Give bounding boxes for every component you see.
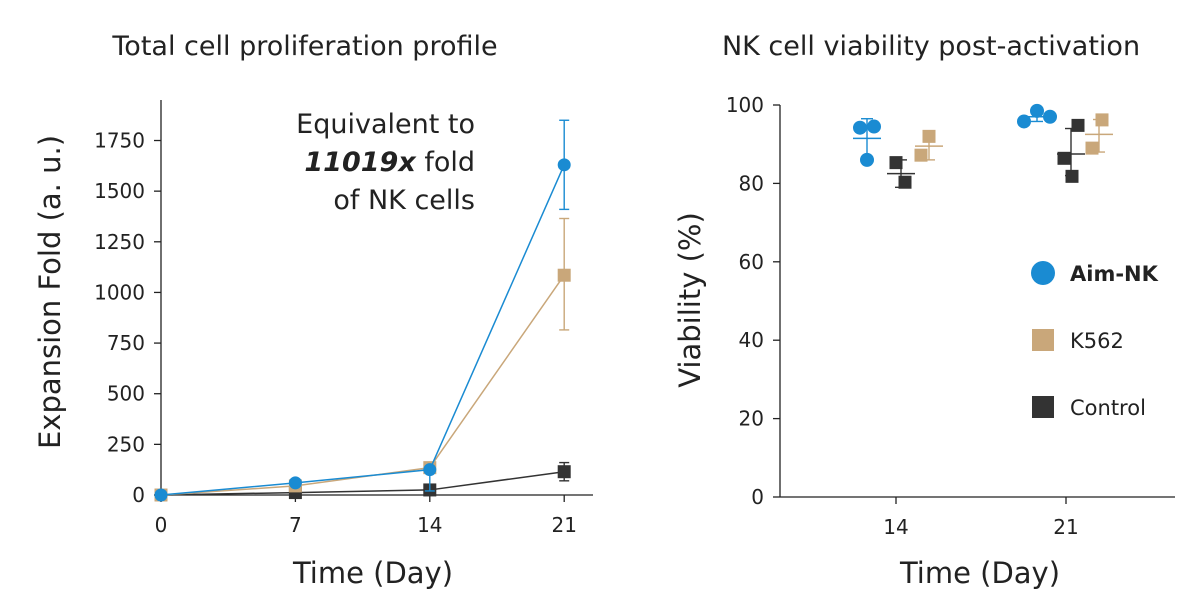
legend-aim-nk-marker: [1031, 261, 1055, 285]
right-y-tick-label: 80: [739, 171, 764, 195]
right-plot-area: 0 20 40 60 80 100 14 21: [726, 93, 1175, 539]
legend-k562-label: K562: [1070, 329, 1124, 353]
data-point-aim-nk: [860, 152, 874, 167]
data-point-aim-nk: [557, 158, 571, 172]
series-line-k562: [160, 274, 565, 496]
annotation-line-3: of NK cells: [333, 185, 475, 216]
legend: Aim-NK K562 Control: [1031, 261, 1159, 420]
data-point-k562: [1095, 113, 1109, 127]
data-point-control: [1065, 169, 1079, 183]
left-plot-area: 0 250 500 750 1000 1250 1500 1750 0 7 14 21: [94, 100, 593, 537]
left-x-tick-label: 7: [289, 513, 302, 537]
right-x-tick-label: 21: [1053, 515, 1078, 539]
data-point-aim-nk: [423, 463, 437, 477]
right-y-tick-label: 60: [739, 250, 764, 274]
data-point-control: [898, 175, 912, 189]
legend-aim-nk-label: Aim-NK: [1070, 262, 1159, 286]
left-y-tick-label: 500: [107, 382, 145, 406]
left-x-axis-label: Time (Day): [292, 556, 453, 590]
left-x-tick-label: 0: [155, 513, 168, 537]
right-chart-title: NK cell viability post-activation: [722, 31, 1140, 62]
data-point-aim-nk: [154, 488, 168, 502]
right-y-tick-label: 40: [739, 328, 764, 352]
series-line-control: [160, 470, 565, 496]
left-y-tick-label: 750: [107, 331, 145, 355]
data-point-control: [1071, 118, 1085, 132]
data-point-k562: [922, 129, 936, 143]
left-y-tick-label: 250: [107, 432, 145, 456]
data-point-control: [889, 156, 903, 170]
right-y-tick-label: 0: [751, 485, 764, 509]
data-point-k562: [1085, 141, 1099, 155]
right-x-tick-label: 14: [883, 515, 908, 539]
data-point-aim-nk: [1030, 103, 1044, 118]
data-point-aim-nk: [1017, 114, 1031, 129]
annotation-line-1: Equivalent to: [296, 109, 475, 140]
left-x-tick-label: 21: [551, 513, 576, 537]
left-y-tick-label: 1000: [94, 280, 145, 304]
left-y-axis-label: Expansion Fold (a. u.): [33, 135, 67, 449]
data-point-k562: [557, 268, 571, 282]
left-y-tick-label: 1750: [94, 129, 145, 153]
legend-control-label: Control: [1070, 396, 1146, 420]
left-y-tick-label: 1500: [94, 179, 145, 203]
annotation-fold-word: fold: [416, 147, 475, 178]
left-x-tick-label: 14: [417, 513, 442, 537]
legend-control-marker: [1032, 396, 1054, 418]
data-point-aim-nk: [288, 476, 302, 490]
left-chart-title: Total cell proliferation profile: [111, 31, 497, 62]
data-point-aim-nk: [1043, 109, 1057, 124]
left-y-tick-label: 0: [132, 483, 145, 507]
series-line-aim-nk: [160, 164, 565, 496]
data-point-aim-nk: [867, 119, 881, 134]
right-y-tick-label: 20: [739, 407, 764, 431]
data-point-control: [1057, 151, 1071, 165]
data-point-control: [557, 465, 571, 479]
right-x-axis-label: Time (Day): [899, 556, 1060, 590]
legend-k562-marker: [1032, 329, 1054, 351]
right-y-tick-label: 100: [726, 93, 764, 117]
data-point-k562: [914, 148, 928, 162]
annotation-fold-value: 11019x: [304, 147, 417, 178]
data-point-aim-nk: [853, 120, 867, 135]
right-y-axis-label: Viability (%): [673, 212, 707, 388]
left-y-tick-label: 1250: [94, 230, 145, 254]
annotation-line-2: 11019x fold: [304, 147, 475, 178]
